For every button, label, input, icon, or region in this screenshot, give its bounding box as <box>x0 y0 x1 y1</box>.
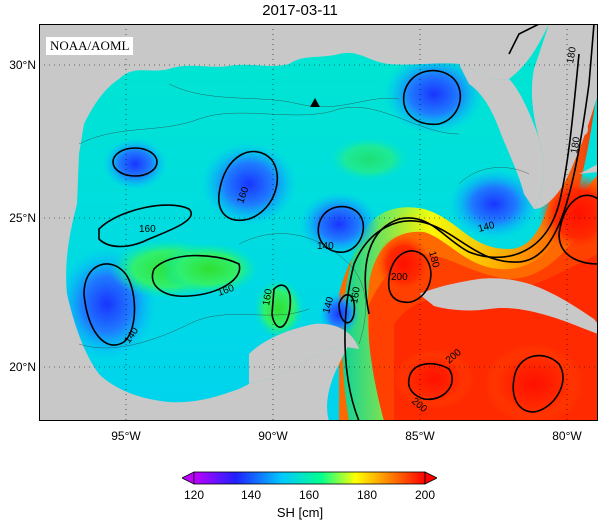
lat-label: 25°N <box>9 211 36 225</box>
contour-label: 160 <box>261 288 275 307</box>
contour-label: 140 <box>317 241 334 252</box>
contour-label: 140 <box>477 220 496 235</box>
thin-contours <box>78 83 530 349</box>
triangle-station-icon <box>310 98 320 107</box>
contour-label: 160 <box>139 224 156 235</box>
florida <box>459 64 544 209</box>
lat-label: 20°N <box>9 360 36 374</box>
lon-label: 80°W <box>552 429 582 443</box>
contour-label: 160 <box>349 286 363 305</box>
map-title: 2017-03-11 <box>262 2 338 19</box>
lat-label: 30°N <box>9 58 36 72</box>
colorbar-tick: 160 <box>298 488 320 502</box>
sea-height-map: 140 140 140 140 160 160 160 160 160 180 … <box>39 24 598 421</box>
florida-east <box>531 24 598 209</box>
contour-label: 180 <box>569 136 583 155</box>
lon-label: 90°W <box>258 429 288 443</box>
contour-label: 180 <box>565 46 579 65</box>
contour-label: 140 <box>321 295 336 314</box>
colorbar-title: SH [cm] <box>276 505 324 520</box>
credit-label: NOAA/AOML <box>46 37 134 55</box>
colorbar-tick: 120 <box>183 488 205 502</box>
graticule <box>39 24 598 421</box>
colorbar-tick: 180 <box>356 488 378 502</box>
lon-label: 85°W <box>405 429 435 443</box>
contour-label: 180 <box>426 250 441 269</box>
contour-label: 200 <box>391 272 408 283</box>
colorbar <box>182 471 437 485</box>
yucatan <box>249 323 359 384</box>
contours <box>83 24 598 421</box>
colorbar-tick: 200 <box>414 488 436 502</box>
colorbar-tick: 140 <box>240 488 262 502</box>
mexico-coast <box>39 204 349 421</box>
cuba <box>419 278 598 334</box>
lon-label: 95°W <box>111 429 141 443</box>
